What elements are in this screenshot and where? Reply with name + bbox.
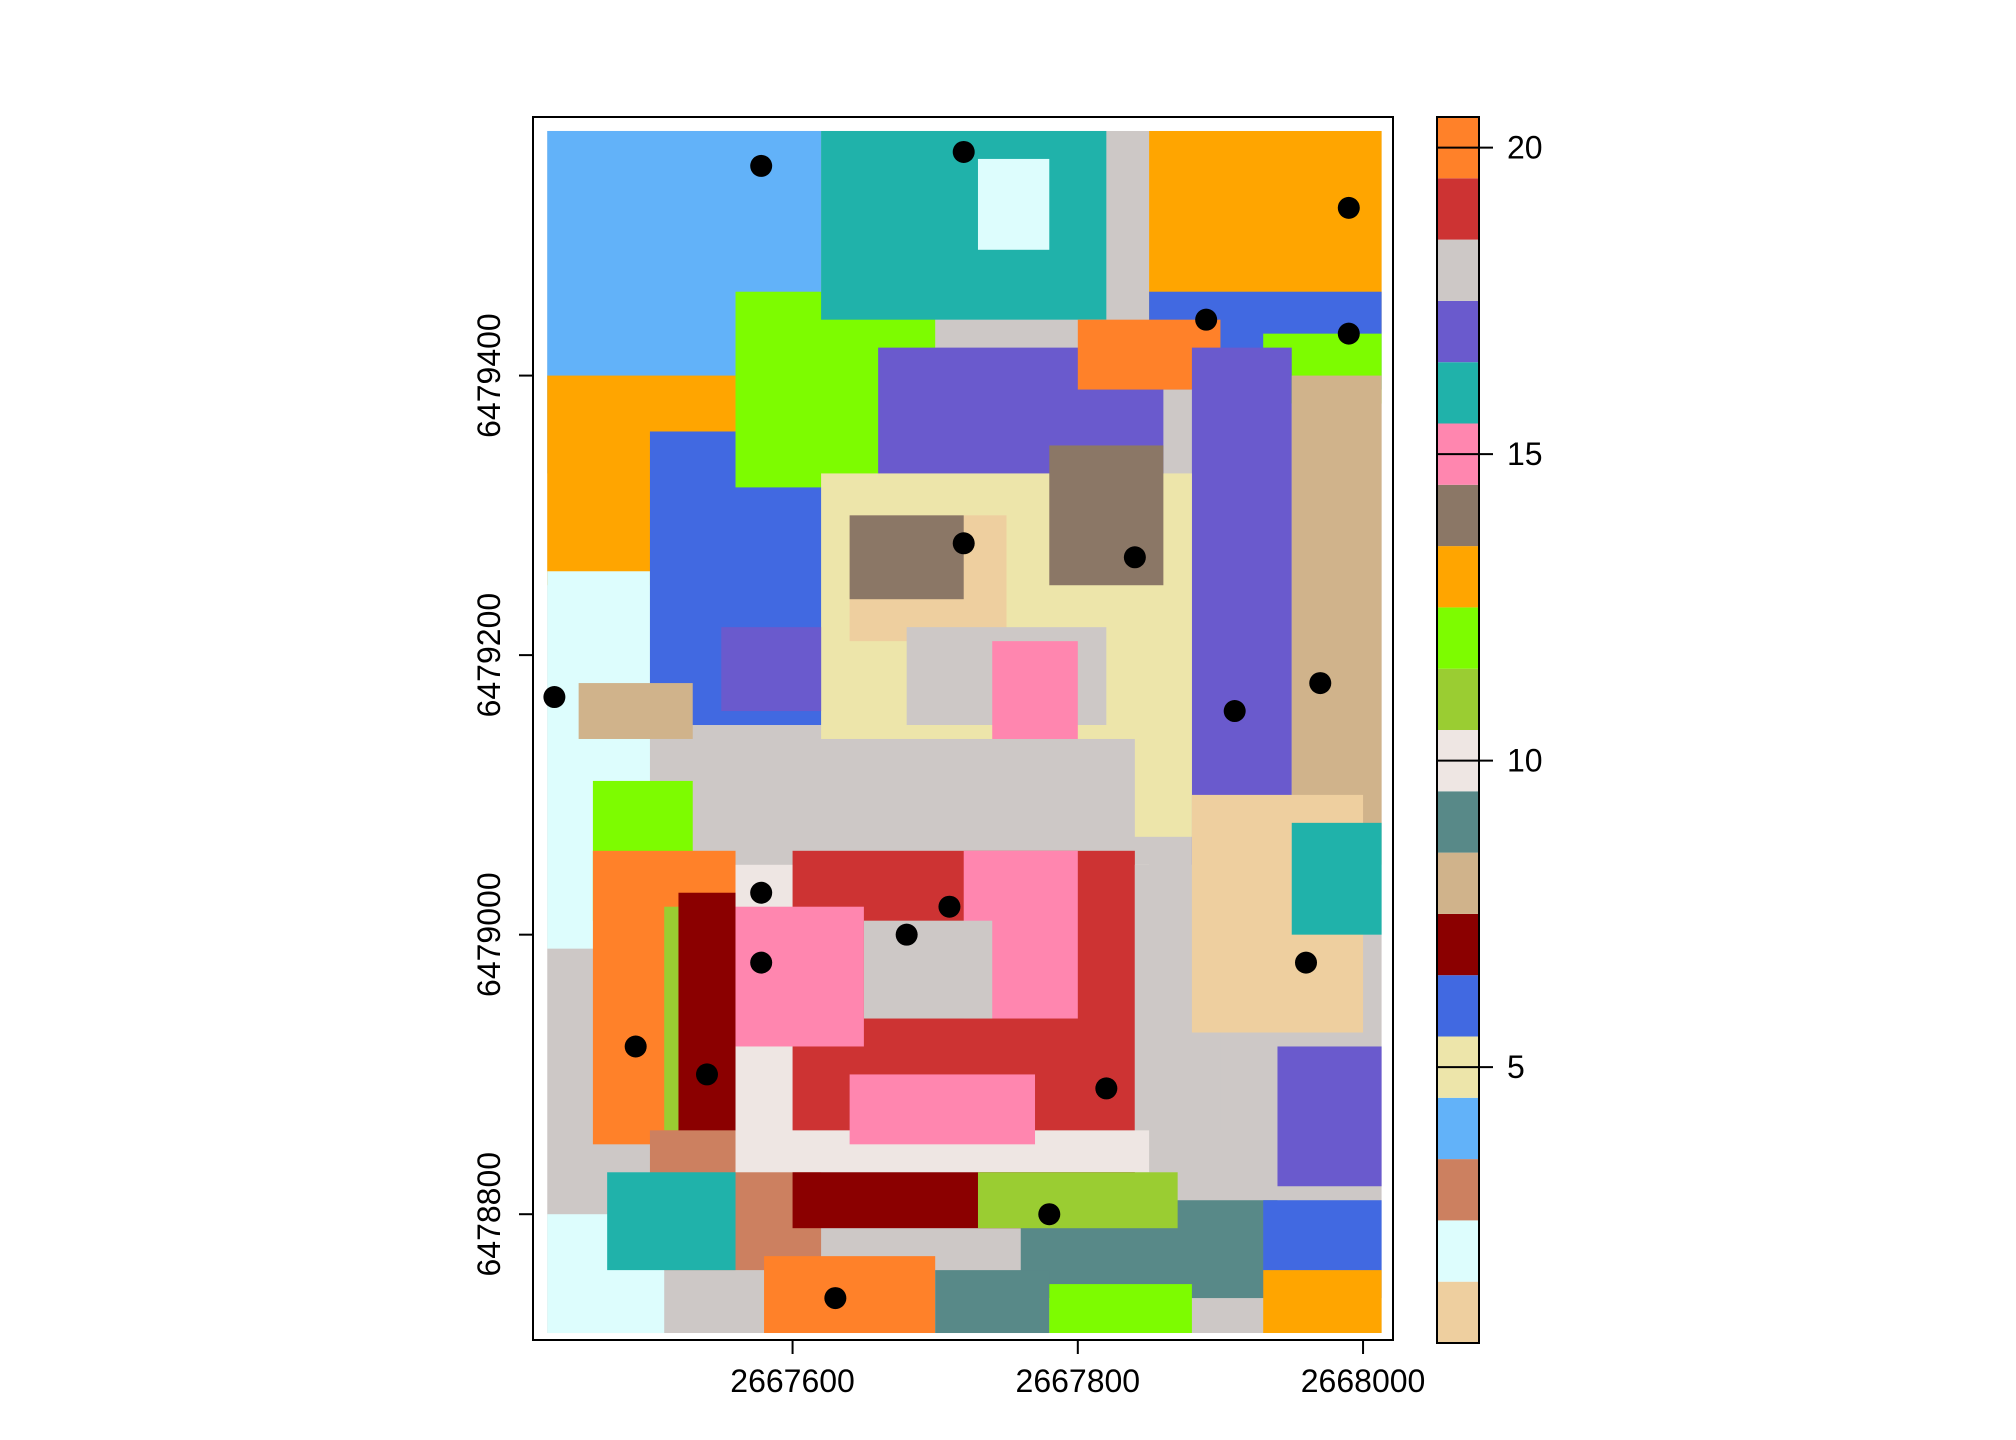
legend-swatches [1437,117,1479,1343]
raster-map [547,130,1382,1334]
legend-ticks: 5 10 15 20 [1437,130,1543,1085]
legend-swatch [1437,975,1479,1037]
legend-swatch [1437,484,1479,547]
sample-point [750,154,773,177]
raster-region [977,158,1050,250]
legend-tick-label: 20 [1507,130,1543,166]
legend-tick-label: 5 [1507,1049,1525,1085]
sample-points [543,140,1360,1310]
x-axis: 2667600 2667800 2668000 [730,1339,1426,1399]
raster-region [977,1172,1178,1229]
legend-swatch [1437,791,1479,853]
raster-region [1049,1284,1192,1334]
legend-swatch [1437,913,1479,976]
x-tick-label: 2667600 [730,1363,855,1399]
sample-point [952,140,975,163]
x-tick-label: 2667800 [1016,1363,1141,1399]
raster-region [849,515,964,600]
y-tick-label: 6479400 [471,313,507,438]
legend-tick-label: 15 [1507,436,1543,472]
raster-region [735,906,864,1047]
sample-point [1337,196,1360,219]
sample-point [624,1035,647,1058]
raster-region [607,1172,736,1271]
sample-point [1038,1203,1061,1226]
y-tick-label: 6479000 [471,872,507,997]
color-legend: 5 10 15 20 [1436,116,1543,1344]
sample-point [750,881,773,904]
sample-point [952,532,975,555]
sample-point [895,923,918,946]
sample-point [543,686,566,709]
legend-frame [1436,116,1480,1344]
raster-region [1291,375,1382,865]
y-tick-label: 6479200 [471,593,507,718]
x-tick-label: 2668000 [1301,1363,1426,1399]
raster-region [578,683,693,739]
raster-region [1191,347,1292,865]
legend-swatch [1437,178,1479,240]
raster-region [863,920,993,1019]
raster-region [1291,822,1382,935]
raster-region [792,738,1135,851]
y-tick-label: 6478800 [471,1152,507,1277]
raster-region [764,1256,936,1334]
raster-region [1049,445,1164,586]
y-axis: 6478800 6479000 6479200 6479400 [471,313,534,1277]
sample-point [1123,546,1146,569]
legend-tick-label: 10 [1507,743,1543,779]
legend-swatch [1437,362,1479,424]
sample-point [1295,951,1318,974]
raster-region [935,1270,1050,1334]
sample-point [1195,308,1218,331]
raster-region [849,1074,1036,1145]
legend-swatch [1437,852,1479,914]
legend-swatch [1437,668,1479,730]
sample-point [1095,1077,1118,1100]
legend-swatch [1437,546,1479,608]
raster-region [1277,1046,1382,1187]
raster-region [1263,1270,1382,1334]
legend-swatch [1437,1159,1479,1221]
sample-point [695,1063,718,1086]
legend-swatch [1437,1281,1479,1343]
raster-region [721,627,822,712]
sample-point [1337,322,1360,345]
sample-point [1223,700,1246,723]
legend-swatch [1437,239,1479,301]
legend-swatch [1437,607,1479,669]
sample-point [824,1287,847,1310]
legend-swatch [1437,1220,1479,1282]
sample-point [750,951,773,974]
sample-point [1309,672,1332,695]
legend-swatch [1437,300,1479,363]
sample-point [938,895,961,918]
legend-swatch [1437,1097,1479,1160]
